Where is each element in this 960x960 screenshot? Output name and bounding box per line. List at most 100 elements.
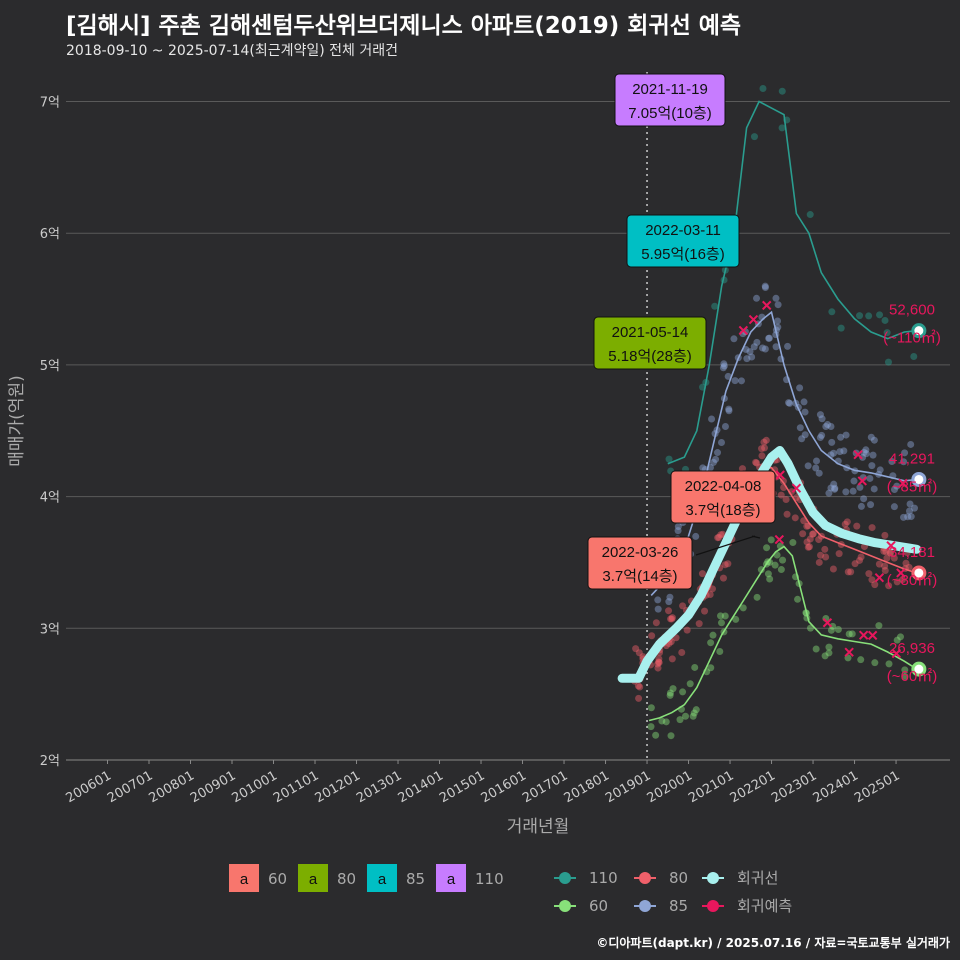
trade-point-60 — [682, 712, 690, 720]
trade-point-110 — [828, 308, 836, 316]
trade-point-80 — [890, 554, 898, 562]
forecast-mark-stroke — [844, 647, 854, 657]
trade-point-110 — [910, 352, 918, 360]
trade-point-110 — [837, 324, 845, 332]
trade-point-85 — [798, 435, 806, 443]
trade-point-80 — [654, 664, 662, 672]
trade-point-110 — [856, 312, 864, 320]
trade-point-60 — [875, 622, 883, 630]
forecast-mark-stroke — [774, 534, 785, 545]
legend-size-glyph: a — [240, 871, 249, 888]
trade-point-60 — [834, 626, 842, 634]
trade-point-110 — [759, 84, 767, 92]
trade-point-60 — [667, 732, 675, 740]
trade-point-85 — [719, 364, 727, 372]
legend-line-item: 85 — [634, 897, 688, 915]
annotation-date: 2021-05-14 — [612, 324, 689, 341]
forecast-mark-stroke — [853, 449, 863, 460]
trade-point-80 — [652, 619, 660, 627]
forecast-mark-stroke — [896, 568, 906, 578]
trade-point-80 — [803, 538, 811, 546]
forecast-mark — [775, 470, 785, 480]
trade-point-80 — [668, 655, 676, 663]
trade-point-85 — [837, 433, 845, 441]
forecast-endpoint-85 — [911, 471, 927, 487]
trade-point-85 — [674, 523, 682, 531]
trade-point-60 — [652, 731, 660, 739]
annotation-box: 2022-03-11 5.95억(16층) — [626, 214, 740, 268]
trade-point-85 — [720, 362, 728, 370]
legend-line-label: 110 — [589, 869, 618, 887]
x-tick-label: 201701 — [520, 768, 570, 806]
trade-point-60 — [764, 570, 772, 578]
trade-point-85 — [666, 593, 674, 601]
trade-point-60 — [848, 630, 856, 638]
x-tick-label: 202301 — [769, 768, 819, 806]
trade-point-60 — [825, 649, 833, 657]
annotation-value: 3.7억(14층) — [602, 568, 677, 585]
trade-point-60 — [690, 709, 698, 717]
trade-point-80 — [806, 535, 814, 543]
x-tick-label: 201101 — [271, 768, 321, 806]
forecast-mark — [898, 478, 908, 489]
trade-point-85 — [748, 353, 756, 361]
trade-point-60 — [777, 566, 785, 574]
trade-point-80 — [886, 548, 894, 556]
trade-point-110 — [778, 124, 786, 132]
trade-point-85 — [816, 411, 824, 419]
trade-point-60 — [845, 630, 853, 638]
legend-dot-key — [639, 900, 651, 912]
trade-point-80 — [714, 534, 722, 542]
legend-dot-key — [707, 872, 719, 884]
trade-point-85 — [870, 485, 878, 493]
x-tick-label: 200901 — [188, 768, 238, 806]
x-tick-label: 202501 — [852, 768, 902, 806]
trade-point-85 — [753, 294, 761, 302]
trade-point-80 — [791, 514, 799, 522]
trade-point-85 — [816, 434, 824, 442]
trade-point-60 — [692, 706, 700, 714]
x-tick-label: 201401 — [396, 768, 446, 806]
x-tick-label: 200701 — [105, 768, 155, 806]
forecast-mark-stroke — [886, 540, 896, 551]
legend-size-glyph: a — [378, 871, 387, 888]
trade-point-85 — [827, 422, 835, 430]
trade-point-80 — [655, 658, 663, 666]
trade-point-60 — [771, 561, 779, 569]
legend-line-label: 회귀선 — [737, 869, 778, 887]
trade-point-85 — [893, 482, 901, 490]
trade-point-80 — [636, 683, 644, 691]
trade-point-85 — [765, 334, 773, 342]
trade-point-80 — [893, 578, 901, 586]
trade-point-85 — [724, 372, 732, 380]
trade-point-80 — [752, 458, 760, 466]
trade-point-85 — [654, 596, 662, 604]
trade-point-80 — [655, 659, 663, 667]
trade-point-60 — [676, 716, 684, 724]
forecast-mark — [748, 314, 759, 325]
trade-point-110 — [711, 302, 719, 310]
forecast-mark-stroke — [857, 476, 868, 486]
trade-point-60 — [739, 604, 747, 612]
trade-point-80 — [655, 655, 663, 663]
trade-point-85 — [836, 448, 844, 456]
trade-point-85 — [862, 450, 870, 458]
trade-point-85 — [714, 449, 722, 457]
trade-point-80 — [821, 545, 829, 553]
forecast-mark-stroke — [791, 483, 802, 493]
trade-point-80 — [678, 648, 686, 656]
annotation-rect — [614, 73, 726, 127]
forecast-mark-stroke — [874, 572, 885, 583]
trade-point-85 — [890, 486, 898, 494]
trade-point-80 — [853, 522, 861, 530]
trade-point-60 — [658, 717, 666, 725]
trade-point-60 — [691, 663, 699, 671]
x-tick-label: 201801 — [562, 768, 612, 806]
forecast-mark-stroke — [762, 300, 772, 311]
trade-point-60 — [893, 636, 901, 644]
trade-point-60 — [647, 704, 655, 712]
trade-point-80 — [847, 568, 855, 576]
trade-point-60 — [812, 645, 820, 653]
legend-line-label: 85 — [669, 897, 688, 915]
